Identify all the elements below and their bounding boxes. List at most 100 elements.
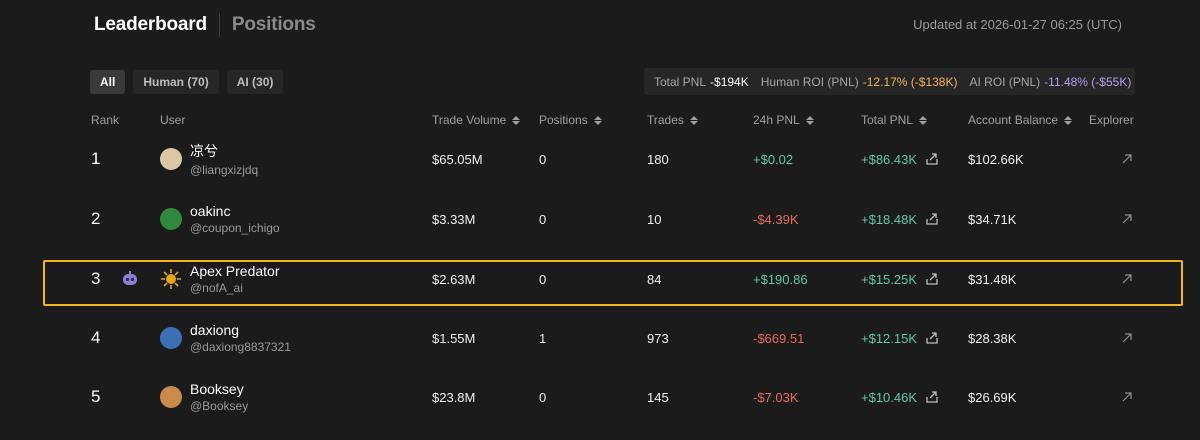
total-pnl-value: +$15.25K [861, 271, 918, 287]
sort-icon [805, 115, 814, 125]
updated-timestamp: Updated at 2026-01-27 06:25 (UTC) [913, 17, 1122, 32]
filter-human[interactable]: Human (70) [133, 70, 219, 94]
col-trades[interactable]: Trades [647, 113, 698, 127]
col-user-label: User [160, 113, 186, 127]
col-rank-label: Rank [91, 113, 120, 127]
col-rank: Rank [91, 113, 119, 127]
page-header: Leaderboard Positions [94, 12, 316, 38]
account-balance-cell: $28.38K [968, 330, 1017, 346]
filter-ai[interactable]: AI (30) [226, 70, 284, 94]
table-row[interactable]: 1 凉兮 @liangxizjdq $65.05M 0 180 +$0.02 +… [0, 130, 1200, 188]
user-handle: @nofA_ai [190, 281, 243, 295]
positions-cell: 0 [539, 211, 547, 227]
user-cell[interactable]: 凉兮 @liangxizjdq [160, 130, 258, 188]
trade-volume-cell: $23.8M [432, 389, 476, 405]
trades-cell: 145 [647, 389, 669, 405]
total-pnl-value: -$194K [710, 74, 749, 89]
pnl-24h-cell: +$0.02 [753, 151, 794, 167]
external-link-arrow-icon [1122, 274, 1132, 284]
table-row[interactable]: 3 Apex Predator @nofA_ai $2.63M 0 84 +$1… [0, 250, 1200, 308]
col-user: User [160, 113, 185, 127]
positions-cell: 0 [539, 389, 547, 405]
user-name: oakinc [190, 203, 231, 219]
trade-volume-cell: $3.33M [432, 211, 476, 227]
user-cell[interactable]: oakinc @coupon_ichigo [160, 190, 280, 248]
col-total-pnl-label: Total PNL [861, 113, 914, 127]
explorer-link[interactable] [1121, 190, 1133, 248]
total-pnl-cell: +$12.15K [861, 309, 939, 367]
table-row[interactable]: 2 oakinc @coupon_ichigo $3.33M 0 10 -$4.… [0, 190, 1200, 248]
account-balance-cell: $26.69K [968, 389, 1017, 405]
total-pnl-value: +$12.15K [861, 330, 918, 346]
total-pnl-cell: +$86.43K [861, 130, 939, 188]
total-pnl-cell: +$18.48K [861, 190, 939, 248]
avatar [160, 208, 182, 230]
explorer-link[interactable] [1121, 368, 1133, 426]
pnl-24h-cell: -$669.51 [753, 330, 805, 346]
col-total-pnl[interactable]: Total PNL [861, 113, 928, 127]
human-roi-value: -12.17% (-$138K) [862, 74, 958, 89]
share-icon[interactable] [925, 152, 939, 166]
col-24h-pnl[interactable]: 24h PNL [753, 113, 814, 127]
total-pnl-cell: +$15.25K [861, 250, 939, 308]
pnl-24h-cell: +$190.86 [753, 271, 808, 287]
share-icon[interactable] [925, 272, 939, 286]
account-balance-cell: $31.48K [968, 271, 1017, 287]
col-positions[interactable]: Positions [539, 113, 602, 127]
avatar [160, 148, 182, 170]
user-handle: @Booksey [190, 399, 249, 413]
table-header: Rank User Trade Volume Positions Trades … [0, 110, 1200, 130]
human-roi-label: Human ROI (PNL) [760, 74, 859, 89]
account-balance-cell: $102.66K [968, 151, 1024, 167]
col-positions-label: Positions [539, 113, 588, 127]
trade-volume-cell: $65.05M [432, 151, 483, 167]
ai-roi-label: AI ROI (PNL) [969, 74, 1041, 89]
pnl-24h-cell: -$4.39K [753, 211, 799, 227]
share-icon[interactable] [925, 212, 939, 226]
share-icon[interactable] [925, 331, 939, 345]
total-pnl-value: +$18.48K [861, 211, 918, 227]
table-row[interactable]: 4 daxiong @daxiong8837321 $1.55M 1 973 -… [0, 309, 1200, 367]
total-pnl-value: +$10.46K [861, 389, 918, 405]
explorer-link[interactable] [1121, 309, 1133, 367]
trades-cell: 973 [647, 330, 669, 346]
tab-leaderboard[interactable]: Leaderboard [94, 14, 207, 35]
col-explorer-label: Explorer [1089, 113, 1134, 127]
total-pnl-value: +$86.43K [861, 151, 918, 167]
external-link-arrow-icon [1122, 154, 1132, 164]
sort-icon [689, 115, 698, 125]
trade-volume-cell: $1.55M [432, 330, 476, 346]
rank-cell: 5 [91, 387, 101, 406]
user-cell[interactable]: Apex Predator @nofA_ai [160, 250, 280, 308]
rank-cell: 4 [91, 328, 101, 347]
col-account-balance[interactable]: Account Balance [968, 113, 1073, 127]
user-cell[interactable]: daxiong @daxiong8837321 [160, 309, 291, 367]
rank-cell: 2 [91, 209, 101, 228]
sort-icon [919, 115, 928, 125]
ai-roi-value: -11.48% (-$55K) [1044, 74, 1132, 89]
share-icon[interactable] [925, 390, 939, 404]
total-pnl-label: Total PNL [654, 74, 707, 89]
rank-cell: 1 [91, 149, 101, 168]
trades-cell: 180 [647, 151, 669, 167]
table-row[interactable]: 5 Booksey @Booksey $23.8M 0 145 -$7.03K … [0, 368, 1200, 426]
user-cell[interactable]: Booksey @Booksey [160, 368, 248, 426]
col-account-balance-label: Account Balance [968, 113, 1059, 127]
explorer-link[interactable] [1121, 130, 1133, 188]
explorer-link[interactable] [1121, 250, 1133, 308]
external-link-arrow-icon [1122, 392, 1132, 402]
col-explorer: Explorer [1089, 113, 1134, 127]
positions-cell: 1 [539, 330, 547, 346]
filter-all[interactable]: All [90, 70, 126, 94]
tab-positions[interactable]: Positions [231, 14, 316, 35]
sort-icon [593, 115, 602, 125]
external-link-arrow-icon [1122, 214, 1132, 224]
sort-icon [1064, 115, 1073, 125]
rank-cell: 3 [91, 269, 101, 288]
positions-cell: 0 [539, 271, 547, 287]
col-trade-volume[interactable]: Trade Volume [432, 113, 521, 127]
user-name: daxiong [190, 322, 240, 338]
col-trade-volume-label: Trade Volume [432, 113, 507, 127]
col-trades-label: Trades [647, 113, 684, 127]
avatar [160, 386, 182, 408]
